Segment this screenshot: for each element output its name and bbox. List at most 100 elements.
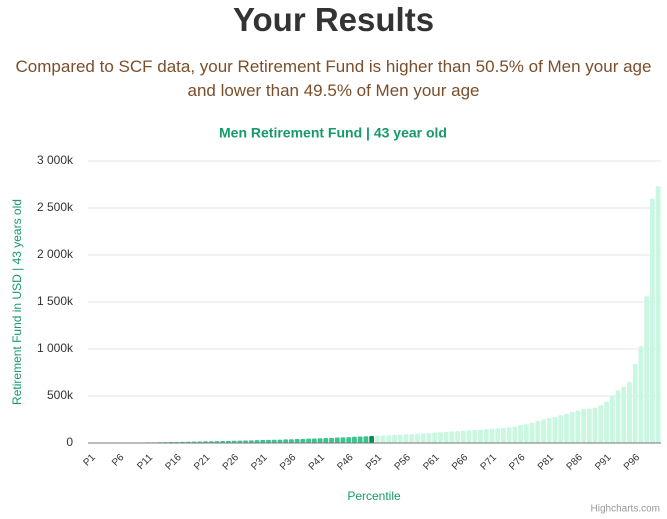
bar (409, 434, 415, 443)
bar (254, 440, 260, 443)
bar (374, 435, 380, 443)
bar (598, 405, 604, 443)
bar (225, 440, 231, 443)
bar (415, 433, 420, 443)
bar (317, 438, 323, 443)
bar (363, 436, 369, 443)
bar (231, 440, 237, 443)
y-tick-label: 0 (66, 435, 73, 449)
bar (369, 435, 375, 443)
bar (489, 428, 495, 443)
x-tick-label: P46 (335, 452, 356, 473)
x-tick-label: P41 (307, 452, 328, 473)
x-tick-label: P71 (479, 452, 500, 473)
x-tick-label: P1 (81, 452, 98, 469)
bar (380, 435, 386, 443)
bar (615, 390, 621, 443)
bar (289, 439, 294, 443)
bar (352, 436, 357, 443)
bar (621, 386, 627, 443)
x-tick-label: P91 (593, 452, 614, 473)
bar (541, 419, 546, 443)
chart-title: Men Retirement Fund | 43 year old (219, 125, 447, 141)
bar (609, 396, 615, 443)
x-tick-label: P21 (192, 452, 213, 473)
bar (655, 186, 661, 443)
y-tick-label: 3 000k (37, 153, 74, 167)
bar (466, 430, 472, 443)
x-tick-label: P36 (278, 452, 299, 473)
bar (449, 431, 455, 443)
x-tick-label: P16 (163, 452, 184, 473)
bar (437, 432, 443, 443)
bar (300, 438, 306, 443)
bar (266, 439, 271, 443)
bar (495, 428, 501, 443)
x-tick-label: P96 (622, 452, 643, 473)
bar (632, 364, 638, 443)
intro-text: Compared to SCF data, your Retirement Fu… (15, 57, 652, 100)
bar (564, 413, 569, 443)
bar (357, 436, 363, 443)
bar (523, 424, 529, 443)
bar (604, 401, 609, 443)
y-tick-label: 1 000k (37, 341, 74, 355)
bar (483, 429, 489, 443)
bar (586, 408, 592, 443)
bar (392, 434, 397, 443)
bar (311, 438, 317, 443)
y-tick-label: 2 000k (37, 247, 74, 261)
bar (386, 435, 392, 443)
bar (460, 430, 466, 443)
y-tick-label: 2 500k (37, 200, 74, 214)
x-tick-label: P51 (364, 452, 385, 473)
bar (271, 439, 277, 443)
bar (627, 381, 632, 443)
bar (552, 417, 558, 443)
bar (455, 431, 460, 443)
bar (558, 415, 564, 443)
bar (644, 296, 650, 443)
bar (346, 437, 352, 443)
credits: Highcharts.com (591, 504, 660, 515)
bar (546, 418, 552, 443)
bar (243, 440, 248, 443)
bar (649, 198, 655, 443)
x-tick-label: P81 (536, 452, 557, 473)
bar (426, 433, 432, 443)
x-tick-label: P86 (565, 452, 586, 473)
bar (329, 437, 334, 443)
bar (512, 426, 518, 443)
bar (306, 438, 312, 443)
bar (443, 431, 449, 443)
y-tick-label: 1 500k (37, 294, 74, 308)
bar (569, 411, 575, 443)
x-tick-label: P66 (450, 452, 471, 473)
bar (237, 440, 243, 443)
bar (277, 439, 283, 443)
bar (260, 439, 266, 443)
bar (501, 427, 506, 443)
bar (638, 346, 644, 443)
bar (581, 409, 587, 443)
bar (529, 422, 535, 443)
x-tick-label: P11 (135, 452, 155, 472)
bar (420, 433, 426, 443)
bar (518, 425, 524, 443)
bar (478, 429, 483, 443)
bar (432, 432, 438, 443)
bar (340, 437, 346, 443)
bar (403, 434, 409, 443)
bar (283, 439, 289, 443)
bar (592, 407, 598, 443)
x-tick-label: P56 (393, 452, 414, 473)
bar (535, 420, 541, 443)
y-axis-title: Retirement Fund in USD | 43 years old (10, 199, 24, 405)
bar (323, 438, 329, 443)
x-tick-label: P76 (507, 452, 528, 473)
x-tick-label: P31 (249, 452, 270, 473)
bar (506, 427, 512, 443)
bar (397, 434, 403, 443)
